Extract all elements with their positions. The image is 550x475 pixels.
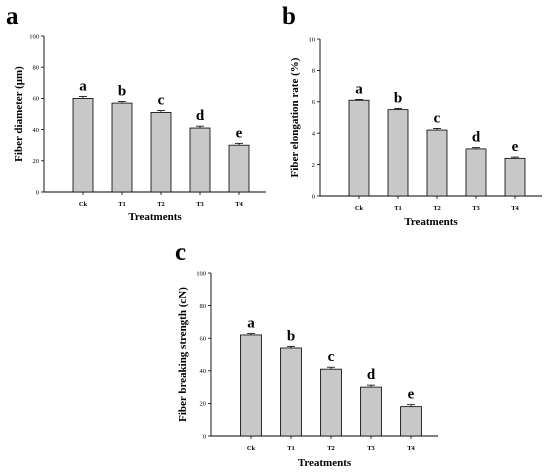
- y-axis-label: Fiber breaking strength (cN): [177, 287, 189, 422]
- significance-letter: c: [434, 110, 441, 126]
- y-axis-label: Fiber elongation rate (%): [289, 57, 301, 177]
- chart-panel-c: c 0 20 40 60 80 100 a Ck b T1 c T2 d T3 e T4 Treatments Fi…: [175, 239, 438, 469]
- significance-letter: d: [196, 108, 205, 124]
- x-tick-label: Ck: [355, 205, 364, 212]
- bar-t1: [111, 102, 133, 193]
- bar-t2: [426, 129, 448, 197]
- y-tick-label: 20: [200, 401, 207, 408]
- bar-t2: [150, 112, 172, 193]
- y-tick-label: 80: [200, 303, 207, 310]
- chart-panel-b: b 0 2 4 6 8 10 a Ck b T1 c T2 d T3 e T4 Treatments Fiber e…: [282, 3, 542, 228]
- bar-t3: [360, 386, 382, 437]
- y-tick-label: 100: [196, 270, 206, 277]
- significance-letter: e: [512, 139, 519, 155]
- y-tick-label: 60: [200, 336, 207, 343]
- x-tick-label: T1: [394, 205, 402, 212]
- significance-letter: b: [287, 328, 295, 344]
- x-tick-label: Ck: [79, 201, 88, 208]
- x-tick-label: T4: [511, 205, 519, 212]
- x-tick-label: T3: [472, 205, 480, 212]
- x-tick-label: T2: [327, 445, 335, 452]
- x-tick-label: T3: [196, 201, 204, 208]
- y-tick-label: 10: [309, 36, 316, 43]
- y-tick-label: 2: [312, 162, 315, 169]
- y-axis-label: Fiber diameter (μm): [13, 66, 25, 162]
- y-tick-label: 8: [312, 68, 315, 75]
- significance-letter: e: [408, 387, 415, 403]
- significance-letter: e: [236, 125, 243, 141]
- y-tick-label: 40: [33, 127, 40, 134]
- panel-letter: b: [282, 3, 296, 30]
- bar-t4: [504, 157, 526, 197]
- x-axis-label: Treatments: [128, 211, 182, 223]
- x-axis-label: Treatments: [298, 457, 352, 469]
- bar-ck: [240, 334, 262, 437]
- bar-t4: [400, 406, 422, 437]
- significance-letter: d: [367, 367, 376, 383]
- significance-letter: c: [328, 349, 335, 365]
- y-tick-label: 4: [312, 131, 316, 138]
- y-tick-label: 0: [36, 189, 39, 196]
- x-axis-label: Treatments: [404, 216, 458, 228]
- x-tick-label: T4: [407, 445, 415, 452]
- panel-letter: a: [6, 3, 19, 30]
- bar-t4: [228, 144, 250, 193]
- y-tick-label: 0: [312, 193, 315, 200]
- significance-letter: a: [79, 79, 87, 95]
- y-tick-label: 6: [312, 99, 316, 106]
- y-tick-label: 80: [33, 65, 40, 72]
- significance-letter: d: [472, 130, 481, 146]
- y-tick-label: 60: [33, 96, 40, 103]
- bar-t3: [189, 127, 211, 193]
- panel-letter: c: [175, 239, 186, 266]
- bar-t3: [465, 148, 487, 197]
- y-tick-label: 20: [33, 158, 40, 165]
- significance-letter: c: [158, 93, 165, 109]
- y-tick-label: 40: [200, 368, 207, 375]
- x-tick-label: T2: [433, 205, 441, 212]
- bar-t2: [320, 368, 342, 437]
- significance-letter: a: [355, 81, 363, 97]
- x-tick-label: T4: [235, 201, 243, 208]
- x-tick-label: T2: [157, 201, 165, 208]
- significance-letter: a: [247, 316, 255, 332]
- significance-letter: b: [118, 84, 126, 100]
- x-tick-label: T1: [118, 201, 126, 208]
- y-tick-label: 0: [203, 433, 206, 440]
- x-tick-label: T1: [287, 445, 295, 452]
- x-tick-label: T3: [367, 445, 375, 452]
- y-tick-label: 100: [29, 33, 39, 40]
- chart-panel-a: a 0 20 40 60 80 100 a Ck b T1 c T2 d T3 e T4 Treatments Fi…: [6, 3, 266, 223]
- bar-ck: [348, 99, 370, 197]
- bar-ck: [72, 98, 94, 193]
- significance-letter: b: [394, 90, 402, 106]
- bar-t1: [387, 109, 409, 197]
- x-tick-label: Ck: [247, 445, 256, 452]
- bar-t1: [280, 347, 302, 437]
